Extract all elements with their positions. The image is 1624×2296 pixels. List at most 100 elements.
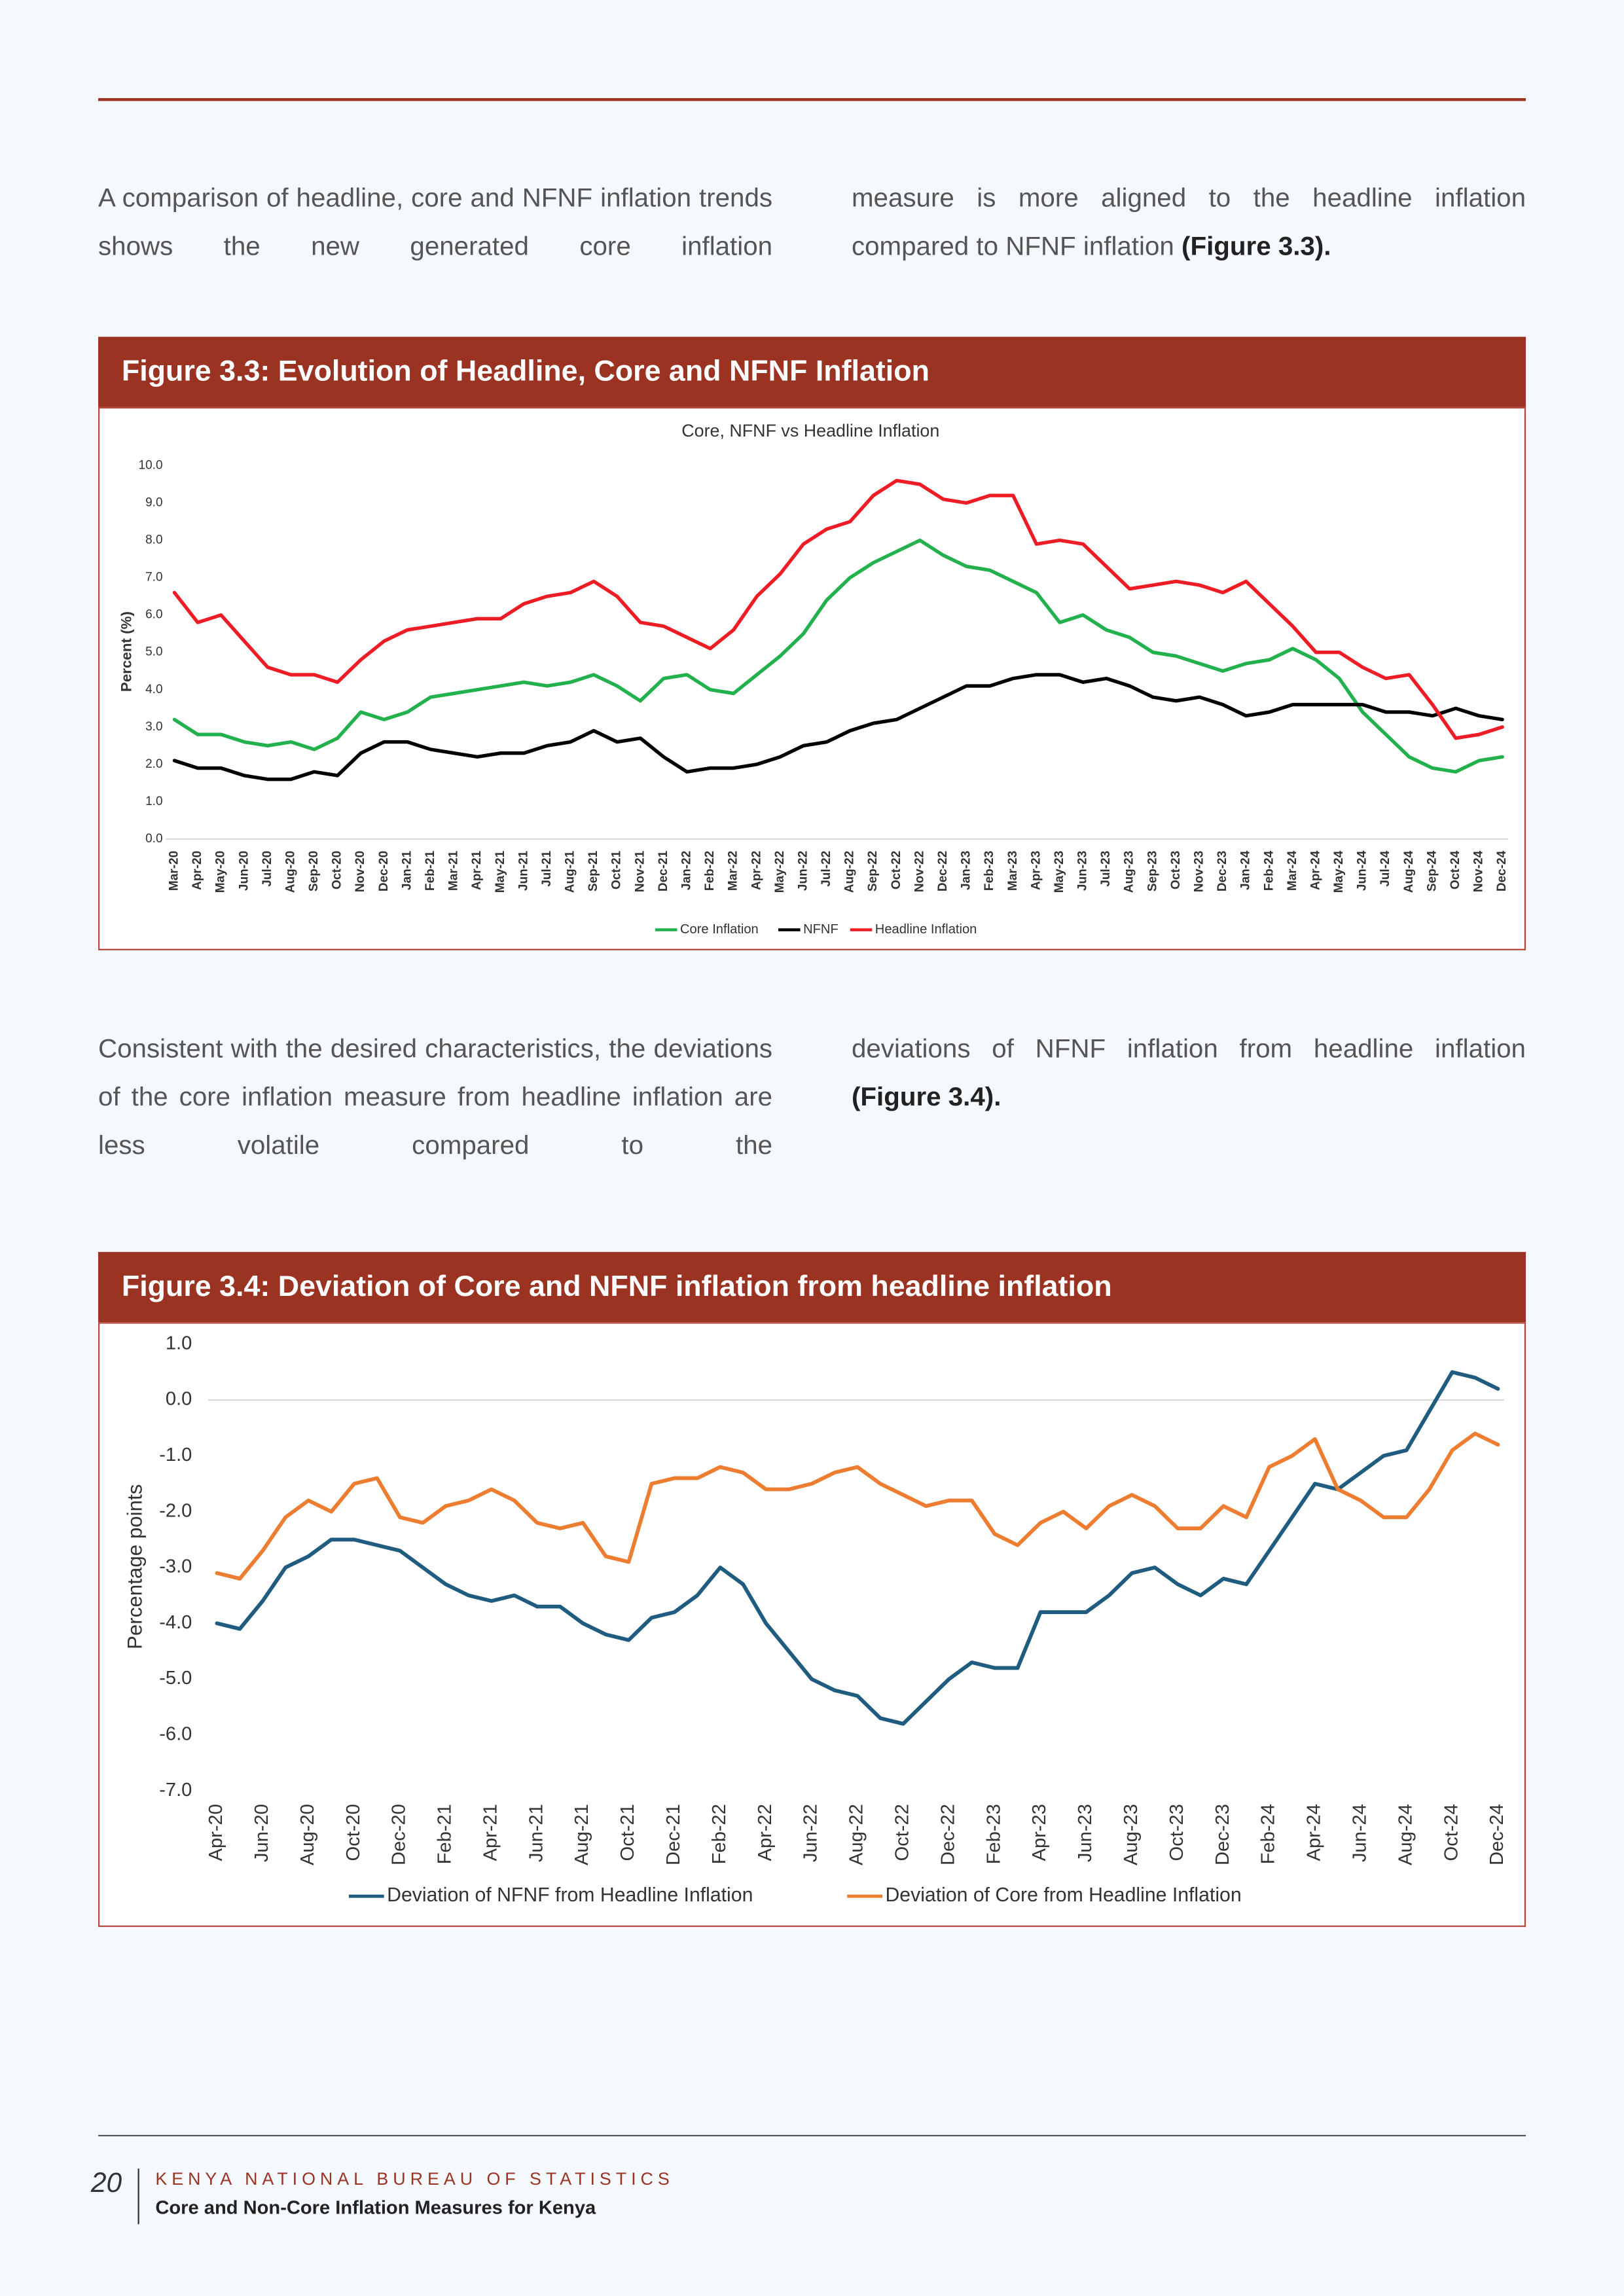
x-tick-label: Jun-22 [801,1804,821,1862]
y-tick-label: 0.0 [166,1389,192,1410]
x-tick-label: Dec-23 [1212,1804,1233,1865]
x-tick-label: Apr-21 [480,1804,501,1861]
figure-ref: (Figure 3.3). [1182,231,1331,261]
x-tick-label: Nov-23 [1193,851,1206,892]
x-tick-label: Nov-21 [633,850,647,892]
x-tick-label: Jul-23 [1099,851,1113,887]
legend-label: Headline Inflation [875,922,977,937]
y-tick-label: -5.0 [159,1668,192,1689]
x-tick-label: Jun-24 [1356,850,1369,891]
chart-title: Core, NFNF vs Headline Inflation [681,421,939,440]
x-tick-label: Jul-22 [820,851,833,887]
chart-box: Percentage points -7.0 -6.0 -5.0 -4.0 -3.0 -2.… [98,1322,1526,1928]
x-tick-label: Sep-21 [586,850,600,891]
paragraph-text: measure is more aligned to the headline … [851,183,1526,261]
x-tick-label: Nov-24 [1472,850,1486,892]
y-tick-label: -6.0 [159,1723,192,1744]
x-tick-label: Apr-22 [749,851,763,890]
x-tick-label: Nov-20 [353,851,367,892]
footer-rule [98,2134,1526,2137]
y-tick-label: -7.0 [159,1780,192,1801]
x-tick-label: Feb-21 [435,1804,456,1864]
y-tick-label: -2.0 [159,1500,192,1521]
series-line [215,1431,1500,1581]
x-tick-label: Apr-24 [1304,1804,1325,1861]
x-tick-label: Jun-23 [1076,851,1090,891]
x-tick-label: Dec-22 [937,1804,958,1865]
x-tick-label: Nov-22 [912,851,926,892]
x-tick-label: Feb-23 [983,1804,1004,1864]
y-tick-label: 3.0 [145,720,162,734]
x-tick-label: Dec-21 [663,1804,684,1865]
x-tick-label: Oct-21 [617,1804,638,1861]
x-tick-label: Oct-24 [1449,850,1462,889]
y-tick-label: 4.0 [145,683,162,696]
x-tick-label: Aug-22 [846,1804,867,1865]
figure-caption: Figure 3.4: Deviation of Core and NFNF i… [98,1251,1526,1323]
x-tick-label: Aug-21 [564,850,577,893]
x-tick-label: Apr-23 [1029,1804,1050,1861]
x-tick-label: Aug-23 [1123,851,1136,893]
x-tick-label: Aug-20 [283,851,297,893]
x-tick-label: Aug-22 [843,851,857,893]
paragraph-text: deviations of NFNF inflation from headli… [851,1033,1526,1064]
x-tick-label: Aug-24 [1395,1804,1416,1865]
x-tick-label: Apr-24 [1308,850,1322,890]
x-tick-label: Mar-21 [447,850,461,891]
top-rule [98,98,1526,101]
x-tick-label: Feb-21 [424,850,437,891]
x-tick-label: Dec-22 [936,851,950,891]
x-tick-label: Jan-24 [1239,850,1253,890]
y-tick-label: 2.0 [145,757,162,771]
figure-ref: (Figure 3.4). [851,1082,1001,1112]
legend-label: Deviation of Core from Headline Inflatio… [885,1884,1241,1906]
x-tick-label: Oct-20 [343,1804,364,1861]
x-tick-label: Jun-22 [796,851,810,891]
x-tick-label: Dec-20 [389,1804,410,1865]
x-tick-label: Jan-23 [960,851,973,890]
x-tick-label: Oct-22 [890,851,903,889]
x-tick-label: Sep-22 [866,851,880,891]
paragraph: Consistent with the desired characterist… [98,1033,773,1160]
y-tick-label: 7.0 [145,571,162,584]
x-tick-label: Jan-21 [400,850,414,890]
x-tick-label: Dec-21 [657,850,670,891]
chart: Percentage points -7.0 -6.0 -5.0 -4.0 -3.0 -2.… [124,1333,1508,1906]
x-tick-label: Dec-24 [1495,850,1509,891]
x-tick-label: Aug-23 [1121,1804,1142,1865]
publication: Core and Non-Core Inflation Measures for… [155,2196,596,2219]
chart-box: Core, NFNF vs Headline Inflation Percent … [98,406,1526,950]
x-tick-label: Jun-20 [251,1804,272,1862]
x-tick-label: Sep-24 [1425,850,1439,891]
y-tick-label: 1.0 [166,1333,192,1354]
x-tick-label: Aug-20 [297,1804,318,1865]
x-tick-label: Mar-24 [1286,850,1299,891]
legend-label: NFNF [803,922,839,937]
x-tick-label: Mar-22 [727,851,740,891]
page-number: 20 [90,2168,122,2200]
x-tick-label: May-20 [214,851,228,893]
x-tick-label: May-23 [1053,851,1066,893]
y-axis-label: Percentage points [124,1484,147,1649]
x-tick-label: Feb-23 [983,851,996,891]
x-tick-label: Dec-23 [1216,851,1229,891]
y-tick-label: 5.0 [145,645,162,659]
x-tick-label: Oct-24 [1441,1804,1462,1861]
y-tick-label: -3.0 [159,1556,192,1577]
y-tick-label: 0.0 [145,832,162,846]
legend-label: Core Inflation [680,922,759,937]
x-tick-label: Jun-21 [516,850,530,891]
x-tick-label: Oct-23 [1166,1804,1187,1861]
x-tick-label: Jul-20 [261,851,274,887]
y-tick-label: 8.0 [145,533,162,547]
y-tick-label: -1.0 [159,1444,192,1465]
x-tick-label: Aug-24 [1402,850,1416,893]
y-tick-label: 1.0 [145,795,162,808]
x-tick-label: Apr-20 [190,851,204,890]
x-tick-label: Jun-23 [1075,1804,1096,1862]
x-tick-label: Oct-23 [1169,851,1183,889]
series-line [172,673,1504,781]
x-tick-label: Jun-24 [1349,1804,1370,1862]
paragraph: measure is more aligned to the headline … [852,174,1526,271]
chart: Core, NFNF vs Headline Inflation Percent … [118,421,1509,937]
